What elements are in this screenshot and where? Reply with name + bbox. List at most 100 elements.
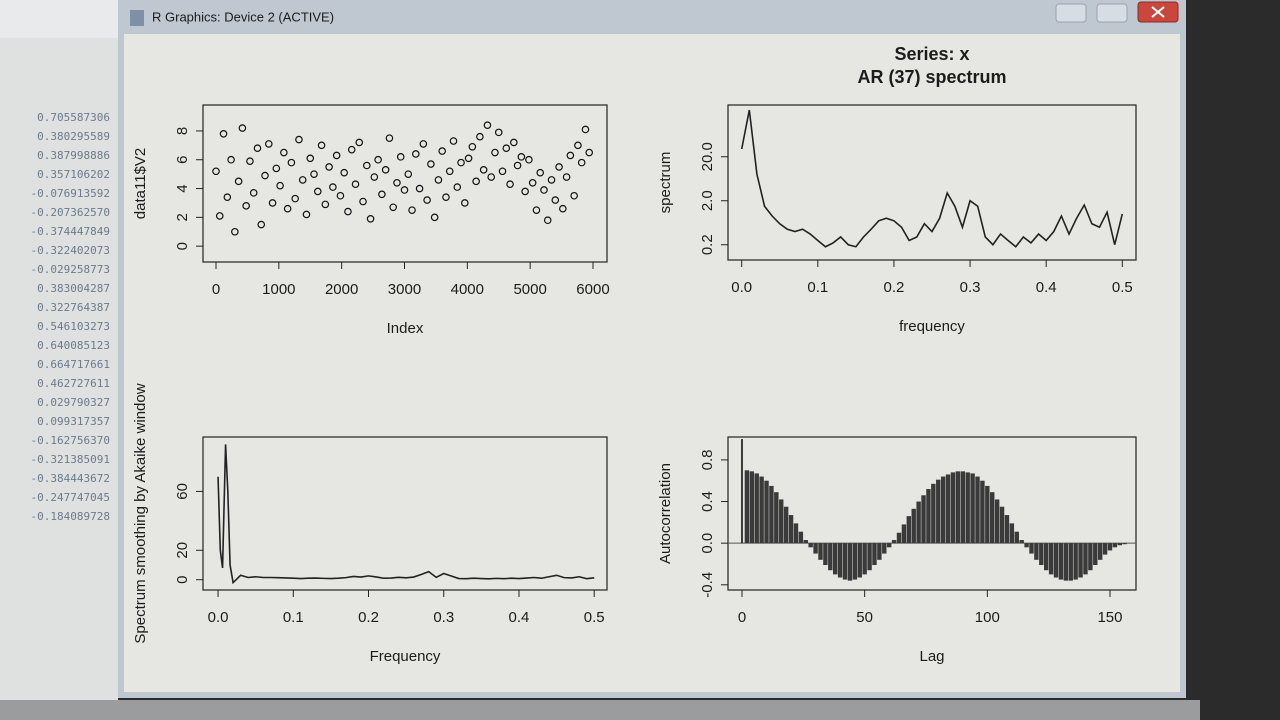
console-value: -0.029258773 [31, 263, 110, 276]
bar [999, 506, 1005, 544]
point [449, 137, 458, 145]
bar [1063, 543, 1069, 581]
bar [911, 508, 916, 544]
console-value: -0.322402073 [31, 244, 110, 257]
point [306, 154, 315, 163]
point [438, 147, 446, 155]
point [461, 199, 469, 207]
console-value: 0.099317357 [37, 415, 110, 428]
point [551, 196, 560, 204]
point [494, 128, 503, 137]
point [547, 176, 556, 184]
console-value: -0.076913592 [31, 187, 110, 200]
point [283, 204, 292, 213]
minimize-button[interactable] [1055, 3, 1087, 23]
y-axis-label: Autocorrelation [657, 463, 674, 564]
point [491, 148, 499, 157]
point [506, 180, 514, 189]
point [238, 124, 247, 132]
bar [916, 501, 921, 544]
bar [955, 471, 961, 544]
bar [1034, 543, 1039, 560]
point [498, 167, 507, 176]
console-value: -0.374447849 [31, 225, 110, 238]
point [317, 141, 326, 150]
bar [793, 523, 799, 544]
line [217, 444, 595, 585]
bar [813, 543, 818, 554]
point [268, 199, 277, 207]
bar [823, 543, 828, 566]
bar [769, 485, 774, 544]
x-tick-label: 50 [856, 609, 873, 626]
point [532, 206, 541, 214]
y-axis-label: Spectrum smoothing by Akaike window [132, 383, 149, 643]
y-tick-label: 0 [174, 576, 191, 584]
point [227, 155, 235, 164]
point [419, 140, 428, 148]
y-tick-label: 4 [174, 184, 191, 192]
point [264, 140, 273, 148]
bar [783, 506, 789, 544]
bar [906, 516, 912, 544]
y-tick-label: 8 [174, 127, 191, 135]
point [393, 178, 401, 187]
bar [940, 476, 946, 544]
point [362, 161, 371, 170]
point [453, 183, 462, 191]
point [313, 187, 322, 196]
point [510, 138, 518, 147]
y-tick-label: 2.0 [699, 190, 716, 211]
point [340, 168, 348, 177]
point [400, 186, 409, 194]
bar [886, 543, 892, 548]
y-tick-label: 0.4 [699, 491, 716, 512]
bar [980, 480, 985, 544]
point [366, 214, 375, 223]
point [430, 213, 439, 222]
point [412, 150, 420, 158]
point [212, 167, 220, 176]
console-value: -0.184089728 [31, 510, 110, 523]
point [374, 155, 382, 164]
point [219, 130, 228, 138]
chart-subtitle: AR (37) spectrum [857, 67, 1006, 87]
bar [1053, 543, 1059, 578]
y-tick-label: 60 [174, 483, 191, 500]
point [577, 158, 586, 167]
bar [852, 543, 858, 580]
point [468, 142, 477, 151]
point [257, 220, 266, 229]
console-value: 0.705587306 [37, 111, 110, 124]
console-value: 0.387998886 [37, 149, 110, 162]
point [521, 187, 529, 196]
bar [975, 476, 980, 544]
bar [950, 472, 956, 544]
bar [764, 480, 769, 544]
bar [901, 524, 907, 544]
bar [740, 439, 743, 544]
y-tick-label: 0.2 [699, 234, 716, 255]
bar [921, 495, 926, 544]
console-panel [0, 0, 118, 700]
x-tick-label: 0.2 [884, 279, 905, 296]
bar [867, 543, 872, 571]
close-icon [1151, 6, 1165, 18]
point [566, 151, 575, 160]
point [559, 204, 567, 213]
bar [1083, 543, 1088, 575]
bar [1004, 515, 1010, 544]
point [321, 200, 330, 209]
point [355, 138, 364, 147]
point [562, 173, 571, 181]
maximize-button[interactable] [1096, 3, 1128, 23]
bar [926, 489, 931, 544]
point [381, 166, 390, 174]
y-tick-label: -0.4 [699, 572, 716, 598]
point [231, 227, 239, 236]
bar [872, 543, 877, 566]
point [344, 207, 352, 216]
bar [788, 515, 794, 544]
point [325, 163, 333, 171]
bar [754, 473, 759, 544]
